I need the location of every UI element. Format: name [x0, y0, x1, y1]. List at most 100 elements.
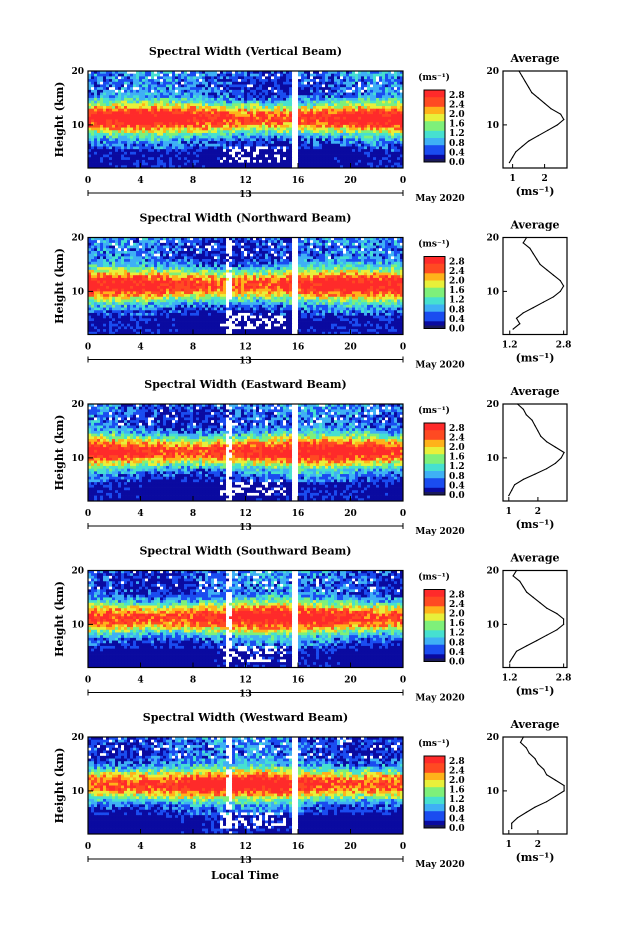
heatmap-cell [103, 87, 107, 91]
heatmap-cell [286, 151, 290, 155]
heatmap-cell [271, 242, 275, 246]
heatmap-cell [325, 135, 329, 139]
heatmap-cell [319, 76, 323, 80]
heatmap-cell [157, 108, 161, 112]
heatmap-cell [136, 162, 140, 166]
heatmap-cell [166, 76, 170, 80]
heatmap-cell [265, 154, 269, 158]
heatmap-cell [400, 124, 404, 128]
heatmap-cell [325, 89, 329, 93]
heatmap-cell [358, 165, 362, 169]
heatmap-cell [364, 106, 368, 110]
heatmap-cell [121, 124, 125, 128]
heatmap-cell [148, 261, 152, 265]
colorbar-segment [424, 94, 445, 98]
heatmap-cell [88, 165, 92, 169]
heatmap-cell [130, 237, 134, 241]
heatmap-cell [166, 97, 170, 101]
heatmap-cell [115, 132, 119, 137]
heatmap-cell [319, 151, 323, 155]
heatmap-cell [130, 250, 134, 255]
heatmap-cell [244, 240, 248, 244]
heatmap-cell [337, 149, 341, 153]
heatmap-cell [106, 130, 110, 134]
heatmap-cell [382, 97, 386, 101]
heatmap-cell [151, 97, 155, 101]
heatmap-cell [199, 143, 203, 147]
heatmap-cell [118, 149, 122, 153]
heatmap-cell [133, 97, 137, 101]
heatmap-cell [265, 127, 269, 131]
heatmap-cell [157, 240, 161, 244]
heatmap-cell [112, 264, 116, 268]
heatmap-cell [124, 127, 128, 131]
heatmap-cell [376, 253, 380, 257]
heatmap-cell [97, 261, 101, 265]
heatmap-cell [325, 157, 329, 161]
heatmap-cell [364, 95, 368, 99]
heatmap-cell [175, 259, 179, 263]
heatmap-cell [364, 89, 368, 93]
heatmap-cell [88, 87, 92, 91]
heatmap-cell [370, 135, 374, 139]
heatmap-cell [382, 87, 386, 91]
heatmap-cell [316, 108, 320, 112]
heatmap-cell [382, 114, 386, 118]
heatmap-cell [262, 89, 266, 93]
heatmap-cell [220, 154, 224, 158]
heatmap-cell [325, 84, 329, 88]
heatmap-cell [157, 111, 161, 115]
heatmap-cell [334, 76, 338, 80]
heatmap-cell [385, 256, 389, 260]
heatmap-cell [223, 259, 227, 263]
heatmap-cell [397, 127, 401, 131]
heatmap-cell [211, 89, 215, 93]
heatmap-cell [88, 138, 92, 142]
heatmap-cell [235, 165, 239, 169]
heatmap-cell [322, 146, 326, 150]
heatmap-cell [220, 157, 224, 161]
heatmap-cell [133, 165, 137, 169]
heatmap-cell [133, 250, 137, 255]
heatmap-cell [370, 151, 374, 155]
heatmap-cell [226, 92, 230, 96]
heatmap-cell [130, 76, 134, 80]
heatmap-cell [265, 122, 269, 126]
heatmap-cell [298, 79, 302, 83]
heatmap-cell [124, 159, 128, 163]
heatmap-cell [139, 151, 143, 155]
heatmap-cell [268, 159, 272, 163]
heatmap-cell [175, 106, 179, 110]
heatmap-cell [118, 157, 122, 161]
heatmap-cell [94, 95, 98, 99]
heatmap-cell [295, 157, 299, 161]
heatmap-cell [385, 259, 389, 263]
heatmap-cell [118, 71, 122, 75]
heatmap-cell [181, 253, 185, 257]
heatmap-cell [244, 103, 248, 107]
heatmap-cell [115, 146, 119, 150]
heatmap-cell [307, 119, 311, 123]
heatmap-cell [340, 92, 344, 96]
heatmap-cell [325, 253, 329, 257]
heatmap-cell [136, 111, 140, 115]
heatmap-cell [343, 73, 347, 77]
heatmap-cell [139, 116, 143, 120]
heatmap-cell [208, 146, 212, 150]
heatmap-cell [274, 73, 278, 77]
heatmap-cell [232, 81, 236, 85]
heatmap-cell [307, 242, 311, 246]
heatmap-cell [235, 89, 239, 93]
heatmap-cell [163, 240, 167, 244]
heatmap-cell [385, 92, 389, 96]
heatmap-cell [286, 242, 290, 246]
heatmap-cell [235, 97, 239, 101]
heatmap-cell [178, 242, 182, 246]
heatmap-cell [199, 114, 203, 118]
heatmap-cell [373, 122, 377, 126]
heatmap-cell [262, 256, 266, 260]
heatmap-cell [292, 108, 296, 112]
heatmap-cell [136, 248, 140, 252]
heatmap-cell [106, 100, 110, 104]
heatmap-cell [322, 245, 326, 249]
